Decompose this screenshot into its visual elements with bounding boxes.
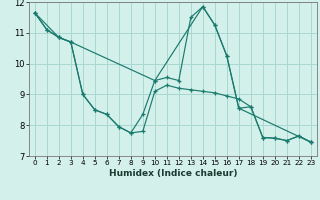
X-axis label: Humidex (Indice chaleur): Humidex (Indice chaleur) (108, 169, 237, 178)
